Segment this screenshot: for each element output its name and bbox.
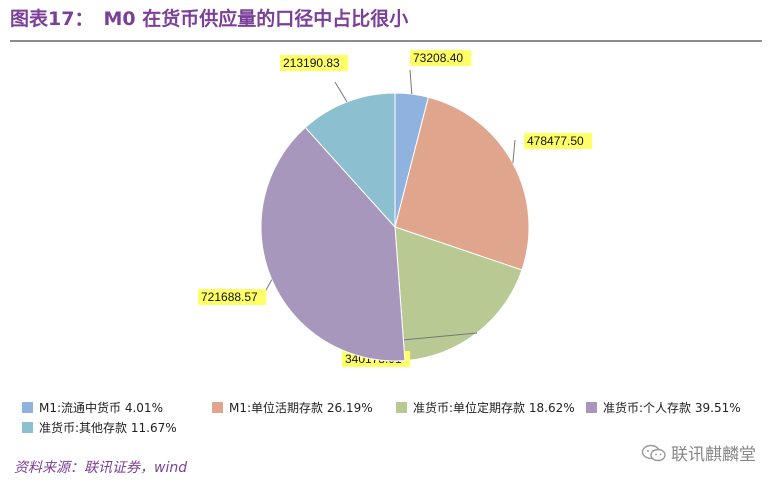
svg-text:73208.40: 73208.40 bbox=[413, 51, 463, 65]
data-label: 213190.83 bbox=[280, 55, 349, 71]
data-label-background bbox=[198, 289, 267, 305]
legend-item: 准货币:其他存款 11.67% bbox=[22, 418, 177, 436]
legend-label: 准货币:个人存款 39.51% bbox=[603, 400, 741, 415]
leader-line bbox=[334, 81, 348, 103]
watermark-text: 联讯麒麟堂 bbox=[671, 445, 756, 465]
pie-slice bbox=[394, 96, 530, 271]
leader-line bbox=[409, 69, 413, 95]
pie-slice bbox=[304, 92, 396, 229]
watermark: 联讯麒麟堂 bbox=[641, 440, 756, 465]
svg-text:213190.83: 213190.83 bbox=[283, 56, 340, 70]
legend-swatch bbox=[396, 401, 407, 413]
data-label: 73208.40 bbox=[410, 50, 472, 66]
legend-swatch bbox=[22, 401, 33, 413]
figure-label: 图表17： bbox=[10, 8, 94, 30]
data-label: 721688.57 bbox=[198, 289, 267, 305]
legend-item: M1:单位活期存款 26.19% bbox=[212, 398, 373, 416]
legend-swatch bbox=[586, 401, 597, 413]
legend-item: 准货币:个人存款 39.51% bbox=[586, 398, 741, 416]
legend-swatch bbox=[22, 421, 33, 433]
legend-label: 准货币:单位定期存款 18.62% bbox=[413, 400, 575, 415]
leader-line bbox=[512, 139, 516, 164]
title-divider bbox=[10, 40, 762, 42]
svg-text:478477.50: 478477.50 bbox=[527, 134, 584, 148]
legend-item: 准货币:单位定期存款 18.62% bbox=[396, 398, 575, 416]
legend-label: M1:流通中货币 4.01% bbox=[39, 400, 163, 415]
source-note: 资料来源：联讯证券，wind bbox=[14, 460, 188, 476]
data-label: 478477.50 bbox=[524, 133, 593, 149]
chart-title: 图表17： M0 在货币供应量的口径中占比很小 bbox=[10, 4, 408, 34]
data-label-background bbox=[524, 133, 593, 149]
title-text: M0 在货币供应量的口径中占比很小 bbox=[103, 8, 409, 30]
legend-swatch bbox=[212, 401, 223, 413]
legend-item: M1:流通中货币 4.01% bbox=[22, 398, 163, 416]
pie-slice bbox=[260, 126, 406, 362]
legend-label: M1:单位活期存款 26.19% bbox=[229, 400, 373, 415]
data-label-background bbox=[410, 50, 472, 66]
wechat-icon bbox=[641, 444, 666, 461]
leader-line bbox=[264, 279, 273, 293]
svg-text:721688.57: 721688.57 bbox=[201, 290, 258, 304]
pie-chart: 73208.40478477.50340178.91721688.5721319… bbox=[198, 50, 593, 367]
data-label-background bbox=[280, 55, 349, 71]
legend-label: 准货币:其他存款 11.67% bbox=[39, 420, 177, 435]
